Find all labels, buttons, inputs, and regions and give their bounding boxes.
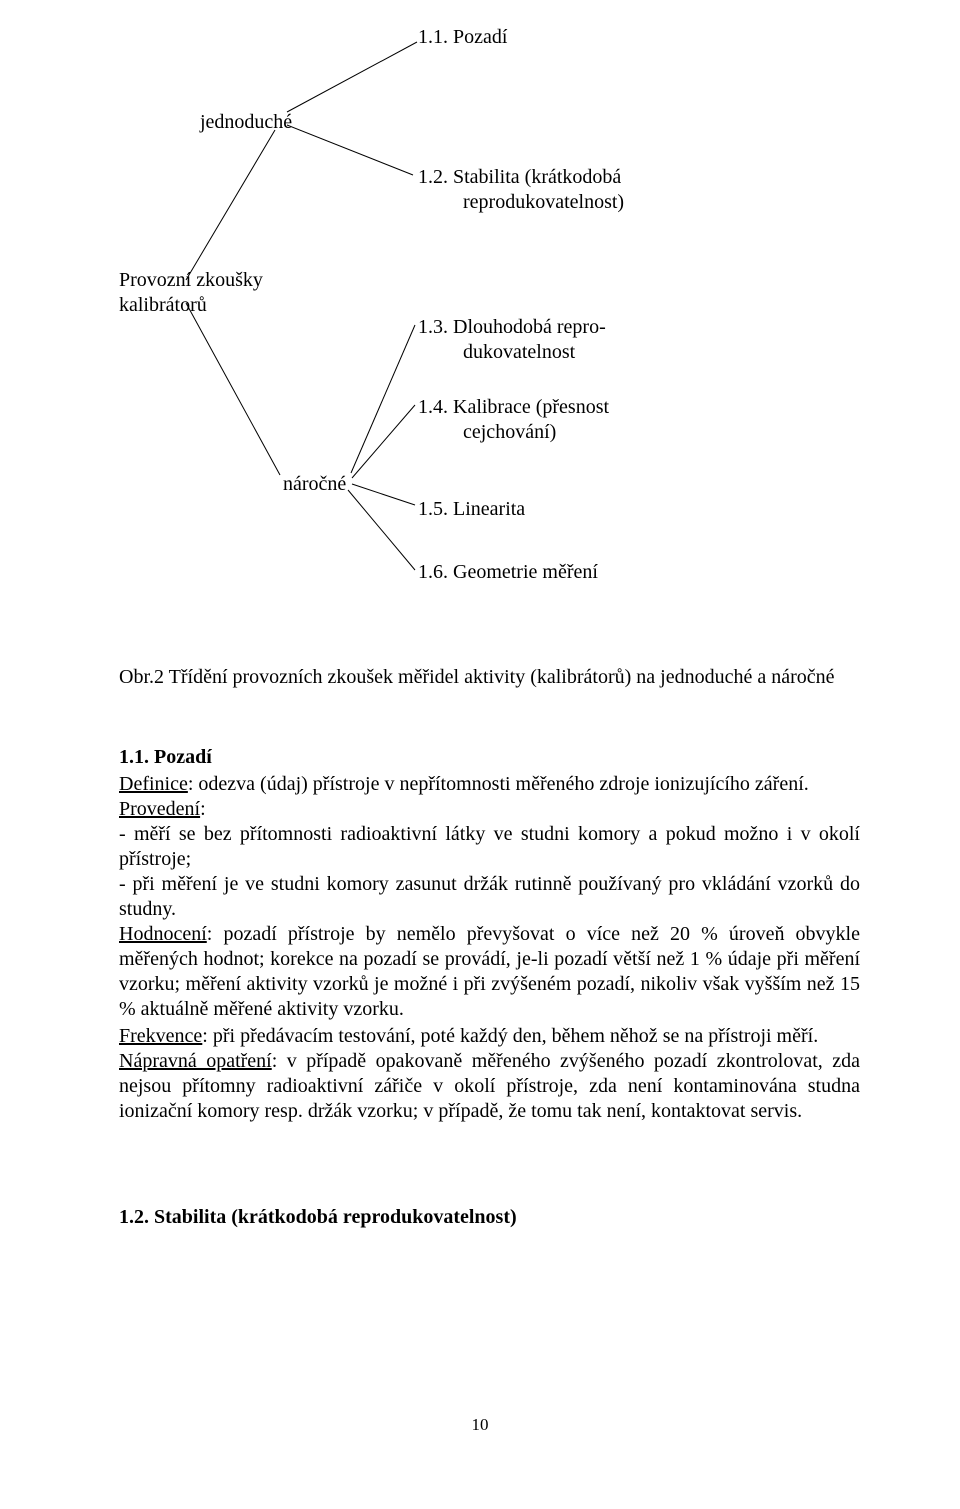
- leaf-1-4-line2: cejchování): [463, 420, 556, 444]
- definition-text: : odezva (údaj) přístroje v nepřítomnost…: [188, 773, 809, 795]
- frekvence-block: Frekvence: při předávacím testování, pot…: [119, 1024, 860, 1049]
- branch-complex-label: náročné: [283, 472, 346, 496]
- napravna-label: Nápravná opatření: [119, 1050, 272, 1072]
- branch-simple-label: jednoduché: [200, 110, 292, 134]
- frekvence-label: Frekvence: [119, 1025, 202, 1047]
- hodnoceni-label: Hodnocení: [119, 923, 207, 945]
- definition-label: Definice: [119, 773, 188, 795]
- leaf-1-1-pozadi: 1.1. Pozadí: [418, 25, 507, 49]
- hodnoceni-block: Hodnocení: pozadí přístroje by nemělo př…: [119, 922, 860, 1022]
- provedeni-line: Provedení:: [119, 797, 860, 822]
- section-1-2-heading: 1.2. Stabilita (krátkodobá reprodukovate…: [119, 1205, 517, 1229]
- root-label-line1: Provozní zkoušky: [119, 268, 263, 292]
- provedeni-item-2: - při měření je ve studni komory zasunut…: [119, 872, 860, 922]
- provedeni-item-1: - měří se bez přítomnosti radioaktivní l…: [119, 822, 860, 872]
- definition-line: Definice: odezva (údaj) přístroje v nepř…: [119, 772, 860, 797]
- leaf-1-3-line1: 1.3. Dlouhodobá repro-: [418, 315, 606, 339]
- leaf-1-2-line2: reprodukovatelnost): [463, 190, 624, 214]
- leaf-1-4-line1: 1.4. Kalibrace (přesnost: [418, 395, 609, 419]
- page: 1.1. Pozadí jednoduché 1.2. Stabilita (k…: [0, 0, 960, 1509]
- napravna-block: Nápravná opatření: v případě opakovaně m…: [119, 1049, 860, 1124]
- leaf-1-3-line2: dukovatelnost: [463, 340, 575, 364]
- page-number: 10: [0, 1415, 960, 1435]
- frekvence-text: : při předávacím testování, poté každý d…: [202, 1025, 818, 1047]
- hodnoceni-text: : pozadí přístroje by nemělo převyšovat …: [119, 923, 860, 1020]
- figure-caption: Obr.2 Třídění provozních zkoušek měřidel…: [119, 665, 860, 689]
- leaf-1-5: 1.5. Linearita: [418, 497, 525, 521]
- root-label-line2: kalibrátorů: [119, 293, 207, 317]
- leaf-1-2-line1: 1.2. Stabilita (krátkodobá: [418, 165, 621, 189]
- leaf-1-6: 1.6. Geometrie měření: [418, 560, 598, 584]
- provedeni-colon: :: [200, 798, 206, 820]
- provedeni-label: Provedení: [119, 798, 200, 820]
- section-1-1-heading: 1.1. Pozadí: [119, 745, 212, 769]
